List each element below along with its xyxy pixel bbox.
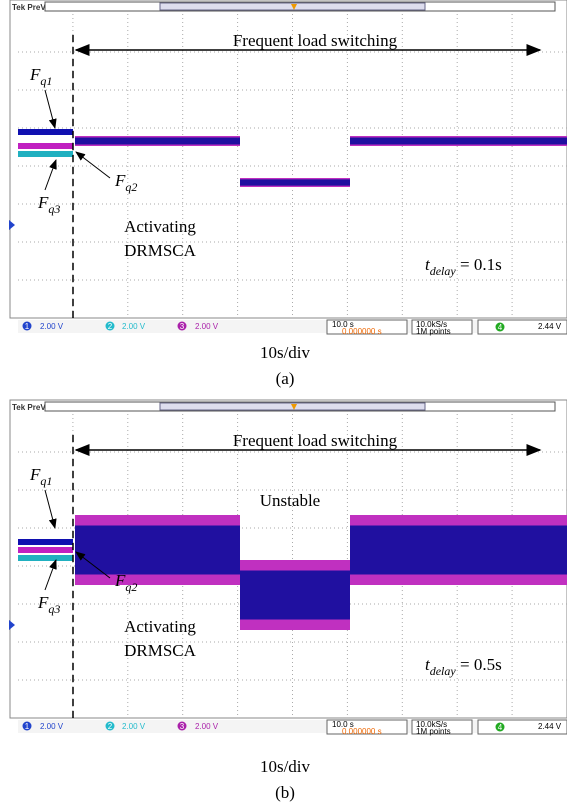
record-points: 1M points (416, 727, 451, 736)
trigger-level: 2.44 V (538, 322, 562, 331)
channel-scale: 2.00 V (40, 322, 64, 331)
channel-number: 2 (108, 322, 113, 331)
activation-label: Activating (124, 617, 196, 636)
delay-label-sub: delay (430, 264, 457, 278)
channel-scale: 2.00 V (122, 322, 146, 331)
channel-number: 1 (25, 722, 30, 731)
signal-label-sub: q2 (125, 580, 137, 594)
channel-number: 4 (498, 723, 503, 732)
channel-number: 1 (25, 322, 30, 331)
signal-label-main: F (29, 65, 41, 84)
trace-fq1 (18, 129, 73, 135)
figure: Tek PreVuFrequent load switchingFq1Fq2Fq… (0, 0, 567, 806)
trace-fq3 (18, 151, 73, 157)
panel-label: (b) (275, 783, 295, 802)
panel-label: (a) (276, 369, 295, 388)
channel-scale: 2.00 V (122, 722, 146, 731)
trace-fq2 (18, 143, 73, 149)
caption: 10s/div (260, 757, 311, 776)
signal-label-main: F (29, 465, 41, 484)
channel-number: 2 (108, 722, 113, 731)
channel-number: 3 (180, 322, 185, 331)
signal-label-sub: q3 (48, 202, 60, 216)
trace-band-inner (240, 179, 350, 185)
delay-label-rest: = 0.1s (456, 255, 502, 274)
activation-label: DRMSCA (124, 641, 197, 660)
switching-label: Frequent load switching (233, 431, 398, 450)
channel-number: 4 (498, 323, 503, 332)
time-position: 0.000000 s (342, 727, 382, 736)
signal-label-main: F (37, 593, 49, 612)
stability-label: Unstable (260, 491, 320, 510)
trace-band-inner (75, 138, 240, 145)
time-position: 0.000000 s (342, 327, 382, 336)
signal-label-main: F (114, 171, 126, 190)
signal-label-main: F (37, 193, 49, 212)
delay-label-sub: delay (430, 664, 457, 678)
signal-label-main: F (114, 571, 126, 590)
signal-label-sub: q3 (48, 602, 60, 616)
trigger-level: 2.44 V (538, 722, 562, 731)
activation-label: DRMSCA (124, 241, 197, 260)
channel-number: 3 (180, 722, 185, 731)
record-points: 1M points (416, 327, 451, 336)
signal-label-sub: q1 (40, 474, 52, 488)
activation-label: Activating (124, 217, 196, 236)
channel-scale: 2.00 V (40, 722, 64, 731)
trace-band-inner (240, 571, 350, 620)
trace-band-inner (350, 526, 567, 575)
trace-fq2 (18, 547, 73, 553)
trace-band-inner (75, 526, 240, 575)
trace-fq1 (18, 539, 73, 545)
signal-label-sub: q2 (125, 180, 137, 194)
delay-label-rest: = 0.5s (456, 655, 502, 674)
signal-label-sub: q1 (40, 74, 52, 88)
trace-band-inner (350, 138, 567, 145)
channel-scale: 2.00 V (195, 722, 219, 731)
switching-label: Frequent load switching (233, 31, 398, 50)
channel-scale: 2.00 V (195, 322, 219, 331)
trace-fq3 (18, 555, 73, 561)
caption: 10s/div (260, 343, 311, 362)
